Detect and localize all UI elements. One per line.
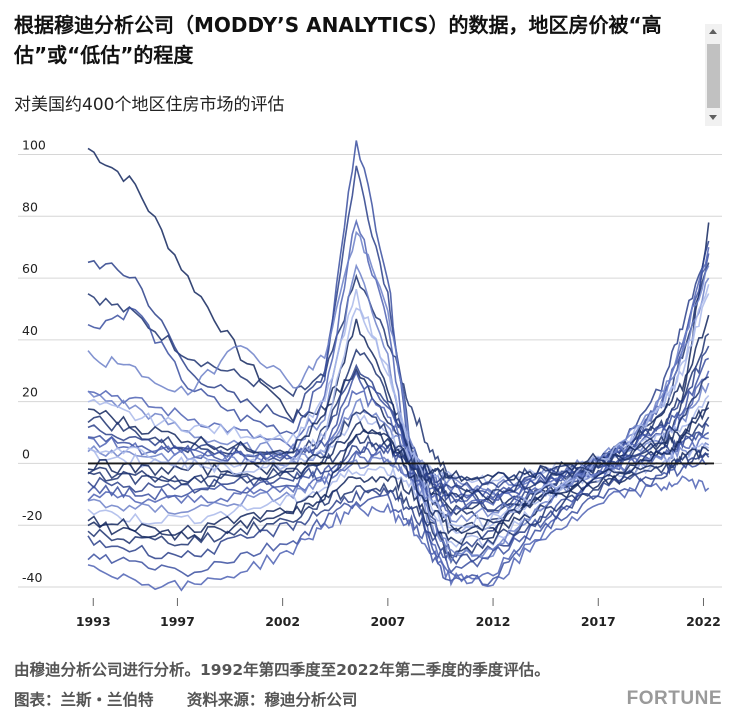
series-line	[87, 446, 710, 546]
line-chart: -40 -20 0 20 40 60 80 100 1993 1997 2002 2007 2012 2…	[18, 138, 722, 629]
y-tick-label: 100	[22, 138, 46, 153]
y-tick-label: 60	[22, 261, 38, 276]
series-lines	[87, 140, 710, 592]
series-line	[87, 284, 710, 534]
series-line	[87, 376, 710, 502]
x-tick-label: 2002	[265, 614, 300, 629]
chart-credit: 图表：兰斯・兰伯特 资料来源：穆迪分析公司	[14, 688, 357, 710]
x-tick-label: 1993	[76, 614, 111, 629]
series-line	[87, 475, 710, 592]
chart-footnote: 由穆迪分析公司进行分析。1992年第四季度至2022年第二季度的季度评估。	[14, 661, 550, 679]
series-line	[87, 401, 710, 542]
y-tick-label: -40	[22, 570, 42, 585]
series-line	[87, 448, 709, 565]
series-line	[87, 230, 710, 563]
series-line	[87, 435, 709, 517]
series-line	[87, 457, 709, 578]
chart-author: 图表：兰斯・兰伯特	[14, 691, 154, 709]
chart-subtitle: 对美国约400个地区住房市场的评估	[14, 95, 285, 115]
y-tick-label: 20	[22, 385, 38, 400]
x-axis-ticks: 1993 1997 2002 2007 2012 2017 2022	[76, 598, 721, 629]
y-axis-ticks: -40 -20 0 20 40 60 80 100	[22, 138, 46, 586]
series-line	[87, 140, 710, 586]
x-tick-label: 2012	[476, 614, 511, 629]
y-tick-label: 80	[22, 199, 38, 214]
fortune-logo: FORTUNE	[626, 688, 722, 709]
chart-title: 根据穆迪分析公司（MODDY’S ANALYTICS）的数据，地区房价被“高估”…	[14, 13, 662, 67]
scroll-down-arrow-icon[interactable]	[709, 115, 717, 120]
vertical-scrollbar[interactable]	[705, 24, 722, 126]
chart-source: 资料来源：穆迪分析公司	[186, 691, 358, 709]
series-line	[87, 451, 710, 566]
series-line	[87, 147, 710, 516]
y-tick-label: -20	[22, 508, 42, 523]
y-tick-label: 0	[22, 446, 30, 461]
x-tick-label: 1997	[160, 614, 195, 629]
series-line	[87, 431, 710, 505]
x-tick-label: 2017	[581, 614, 616, 629]
y-tick-label: 40	[22, 323, 38, 338]
scrollbar-thumb[interactable]	[707, 44, 720, 108]
gridlines	[18, 154, 722, 588]
scroll-up-arrow-icon[interactable]	[709, 29, 717, 34]
x-tick-label: 2022	[686, 614, 721, 629]
x-tick-label: 2007	[370, 614, 405, 629]
